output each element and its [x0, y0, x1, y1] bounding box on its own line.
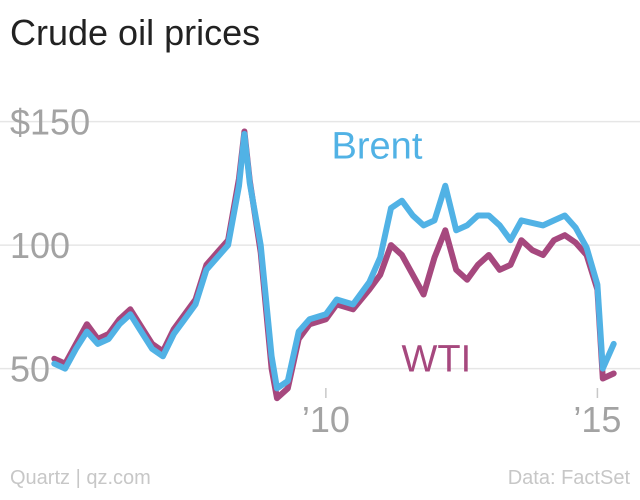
y-tick-label: 100	[10, 225, 70, 266]
x-axis-tick-labels: ’10 ’15	[302, 388, 621, 440]
chart-title: Crude oil prices	[10, 12, 261, 53]
x-tick-label: ’10	[302, 399, 350, 440]
x-tick-label: ’15	[573, 399, 621, 440]
series-labels: Brent WTI	[332, 126, 472, 381]
series-line-wti	[51, 128, 617, 402]
y-tick-label: $150	[10, 102, 90, 143]
y-axis-tick-labels: $150 100 50	[10, 102, 90, 390]
series-label-wti: WTI	[402, 339, 472, 381]
series-lines	[51, 128, 617, 402]
y-tick-label: 50	[10, 349, 50, 390]
footer-credit: Data: FactSet	[507, 467, 630, 489]
grid-lines	[0, 120, 640, 370]
footer-source: Quartz | qz.com	[10, 467, 151, 489]
series-label-brent: Brent	[332, 126, 423, 168]
series-line-brent	[51, 131, 617, 392]
